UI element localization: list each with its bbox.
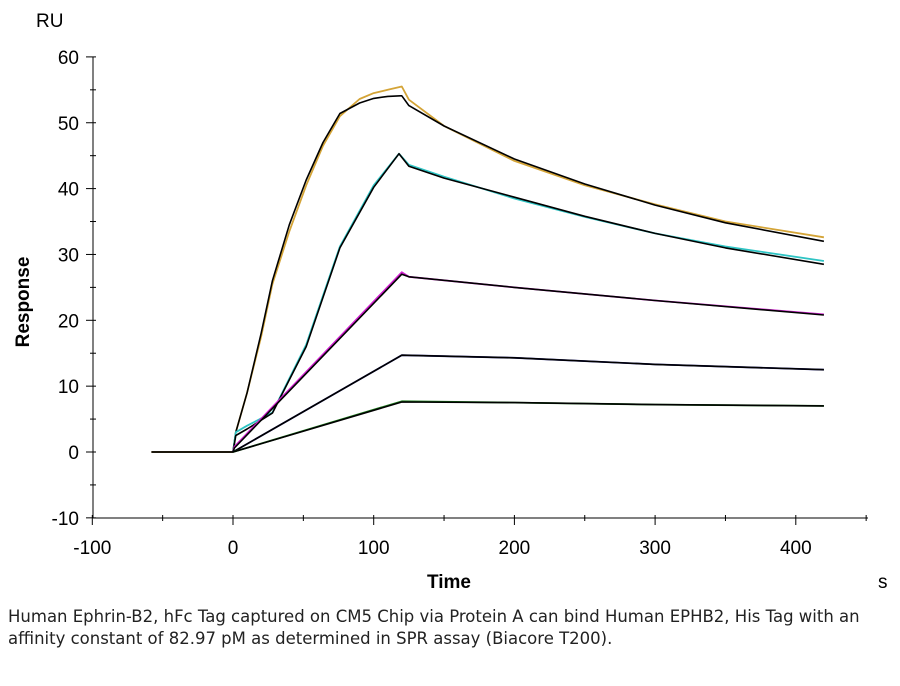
y-unit-label: RU bbox=[36, 11, 63, 32]
series-measured-1 bbox=[151, 85, 825, 453]
y-axis-title: Response bbox=[13, 257, 34, 348]
figure-caption: Human Ephrin-B2, hFc Tag captured on CM5… bbox=[8, 607, 860, 648]
series-group bbox=[151, 85, 825, 453]
x-axis-title: Time bbox=[427, 572, 471, 593]
x-unit-label: s bbox=[878, 572, 888, 593]
y-tick-label: 0 bbox=[68, 443, 79, 464]
series-fit-4 bbox=[232, 354, 824, 453]
series-measured-5 bbox=[232, 400, 824, 453]
y-tick-label: 10 bbox=[58, 377, 79, 398]
series-fit-5 bbox=[232, 401, 824, 453]
series-fit-1 bbox=[232, 95, 825, 453]
x-tick-label: 0 bbox=[228, 538, 239, 559]
series-fit-2 bbox=[232, 152, 825, 453]
y-tick-label: 60 bbox=[58, 48, 79, 69]
y-tick-label: 20 bbox=[58, 311, 79, 332]
x-tick-label: 100 bbox=[358, 538, 390, 559]
y-tick-label: 40 bbox=[58, 180, 79, 201]
x-tick-label: 200 bbox=[499, 538, 531, 559]
x-tick-label: 300 bbox=[639, 538, 671, 559]
x-tick-label: -100 bbox=[73, 538, 111, 559]
y-tick-label: 50 bbox=[58, 114, 79, 135]
x-tick-label: 400 bbox=[780, 538, 812, 559]
y-tick-label: -10 bbox=[52, 509, 79, 530]
series-fit-3 bbox=[232, 273, 824, 453]
y-tick-label: 30 bbox=[58, 245, 79, 266]
